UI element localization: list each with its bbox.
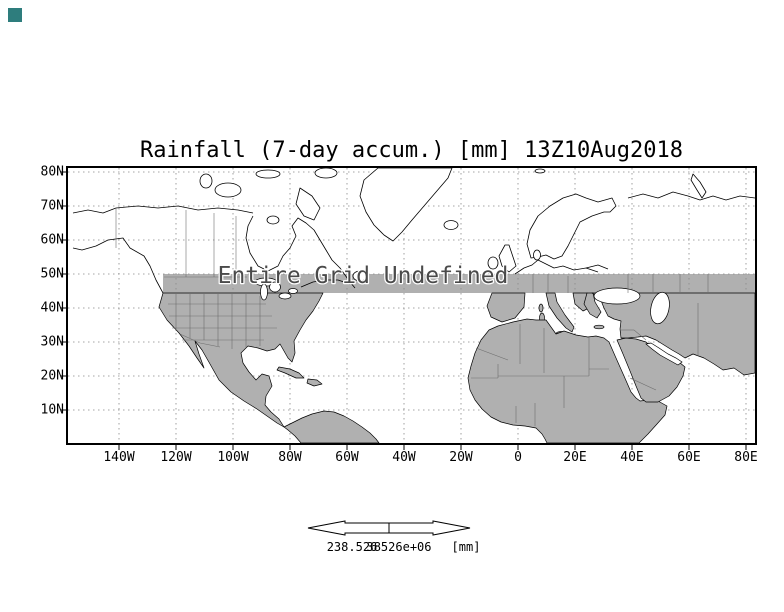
lon-tick-label: 140W bbox=[103, 450, 135, 465]
lat-tick-label: 80N bbox=[40, 164, 64, 180]
lat-tick-label: 10N bbox=[40, 402, 64, 418]
hudson-bay-labrador-coast bbox=[245, 215, 356, 289]
ellesmere-island bbox=[314, 168, 338, 179]
south-america bbox=[283, 410, 380, 443]
russia-arctic-coast bbox=[627, 191, 755, 201]
lat-tick-label: 60N bbox=[40, 232, 64, 248]
lake-erie bbox=[278, 292, 292, 300]
colorbar-unit-label: [mm] bbox=[451, 540, 481, 554]
hispaniola bbox=[306, 378, 323, 387]
lon-tick-label: 60E bbox=[677, 450, 701, 465]
lake-huron bbox=[269, 281, 281, 293]
axis-ticks-left bbox=[61, 171, 66, 411]
arctic-coast bbox=[72, 205, 254, 214]
baffin-island bbox=[295, 187, 321, 221]
ireland bbox=[487, 256, 499, 270]
novaya-zemlya bbox=[690, 173, 707, 199]
lat-tick-label: 50N bbox=[40, 266, 64, 282]
lon-tick-label: 60W bbox=[335, 450, 359, 465]
lon-tick-label: 20E bbox=[563, 450, 587, 465]
lake-ontario bbox=[288, 288, 298, 294]
lon-tick-label: 40W bbox=[392, 450, 416, 465]
colorbar-tick-label-right: 38526e+06 bbox=[366, 540, 432, 554]
lat-tick-label: 20N bbox=[40, 368, 64, 384]
lon-tick-label: 0 bbox=[514, 450, 522, 465]
greece bbox=[583, 292, 602, 319]
gulf-of-finland bbox=[585, 264, 609, 270]
banks-island bbox=[199, 173, 213, 189]
pacific-coast bbox=[72, 237, 164, 294]
black-sea bbox=[593, 287, 641, 305]
world-map: Entire Grid Undefined bbox=[68, 168, 755, 443]
lon-tick-label: 80E bbox=[734, 450, 758, 465]
landmasses bbox=[158, 292, 755, 443]
colorbar bbox=[307, 520, 471, 536]
lon-tick-label: 100W bbox=[217, 450, 249, 465]
svalbard bbox=[534, 168, 546, 174]
northern-coastlines bbox=[72, 191, 755, 294]
political-borders bbox=[115, 208, 709, 426]
axis-ticks-bottom bbox=[118, 445, 747, 450]
lat-tick-label: 30N bbox=[40, 334, 64, 350]
plot-title: Rainfall (7-day accum.) [mm] 13Z10Aug201… bbox=[139, 138, 684, 163]
persian-gulf bbox=[645, 342, 683, 366]
africa bbox=[467, 318, 668, 443]
corsica bbox=[538, 303, 544, 313]
st-lawrence bbox=[300, 279, 351, 288]
denmark bbox=[533, 249, 541, 261]
crete bbox=[593, 324, 605, 330]
lat-tick-label: 70N bbox=[40, 198, 64, 214]
lat-tick-label: 40N bbox=[40, 300, 64, 316]
iberia bbox=[486, 292, 526, 323]
italy bbox=[545, 292, 575, 333]
north-america bbox=[158, 292, 324, 428]
lon-tick-label: 80W bbox=[278, 450, 302, 465]
lon-tick-label: 40E bbox=[620, 450, 644, 465]
europe-north-coast bbox=[514, 259, 599, 275]
northern-islands bbox=[199, 168, 707, 282]
colorbar-tick-label-left: 238.526 bbox=[326, 540, 378, 554]
great-britain bbox=[498, 244, 517, 273]
victoria-island bbox=[214, 182, 242, 198]
greenland bbox=[359, 168, 453, 242]
lon-tick-label: 20W bbox=[449, 450, 473, 465]
cuba bbox=[276, 366, 305, 379]
southampton-island bbox=[266, 215, 280, 225]
lake-michigan bbox=[260, 283, 268, 301]
newfoundland bbox=[352, 270, 368, 282]
scandinavia bbox=[526, 193, 617, 260]
caspian-sea bbox=[650, 291, 670, 325]
undefined-band bbox=[163, 274, 755, 293]
arctic-island bbox=[255, 169, 281, 179]
arabia bbox=[616, 337, 686, 403]
lon-tick-label: 120W bbox=[160, 450, 192, 465]
teal-corner-mark bbox=[8, 8, 22, 22]
iceland bbox=[443, 220, 459, 230]
eurasia-southwest bbox=[591, 292, 755, 376]
undefined-message-text: Entire Grid Undefined bbox=[218, 263, 509, 289]
map-frame: Entire Grid Undefined bbox=[66, 166, 757, 445]
lakes-and-seas bbox=[254, 277, 683, 366]
